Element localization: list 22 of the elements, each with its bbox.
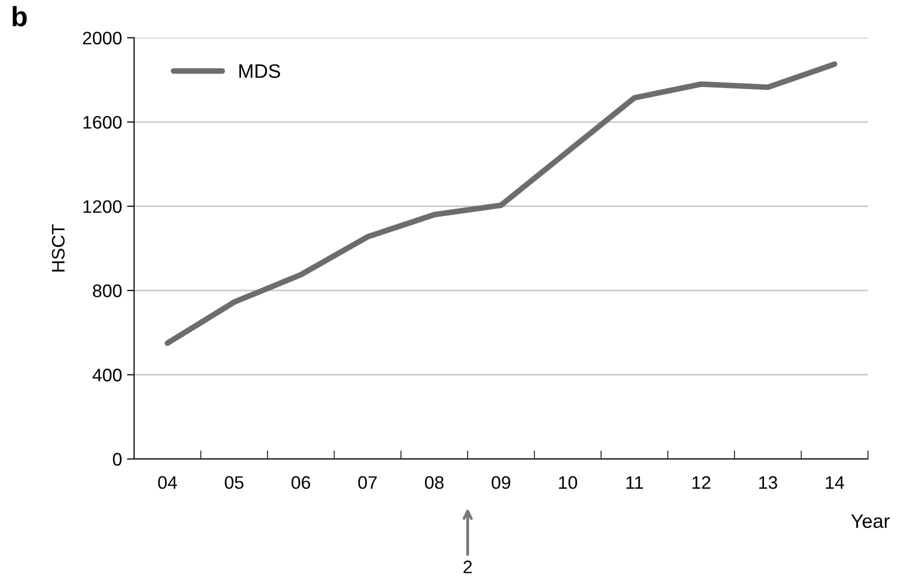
y-tick-label: 800 (92, 284, 122, 298)
x-tick-label: 08 (424, 476, 444, 489)
x-tick-label: 11 (626, 476, 643, 489)
text: b (12, 6, 27, 26)
x-tick-label: 05 (224, 476, 244, 489)
y-tick-label: 1200 (83, 200, 122, 213)
legend-label: MDS (239, 64, 280, 78)
x-tick-label: 09 (492, 476, 510, 489)
x-tick-label: 13 (759, 476, 778, 489)
x-tick-label: 06 (292, 476, 310, 489)
x-tick-label: 10 (559, 476, 578, 489)
y-tick-label: 0 (112, 452, 122, 466)
y-axis-title: HSCT (52, 224, 65, 272)
y-tick-label: 2000 (83, 32, 122, 44)
y-tick-label: 1600 (83, 116, 122, 129)
x-axis-title: Year (851, 514, 890, 528)
text: 2 (464, 560, 472, 574)
x-tick-label: 07 (358, 476, 377, 489)
y-tick-label: 400 (92, 368, 122, 382)
x-tick-label: 04 (158, 476, 177, 489)
x-tick-label: 14 (826, 476, 844, 489)
x-tick-label: 12 (692, 476, 710, 489)
